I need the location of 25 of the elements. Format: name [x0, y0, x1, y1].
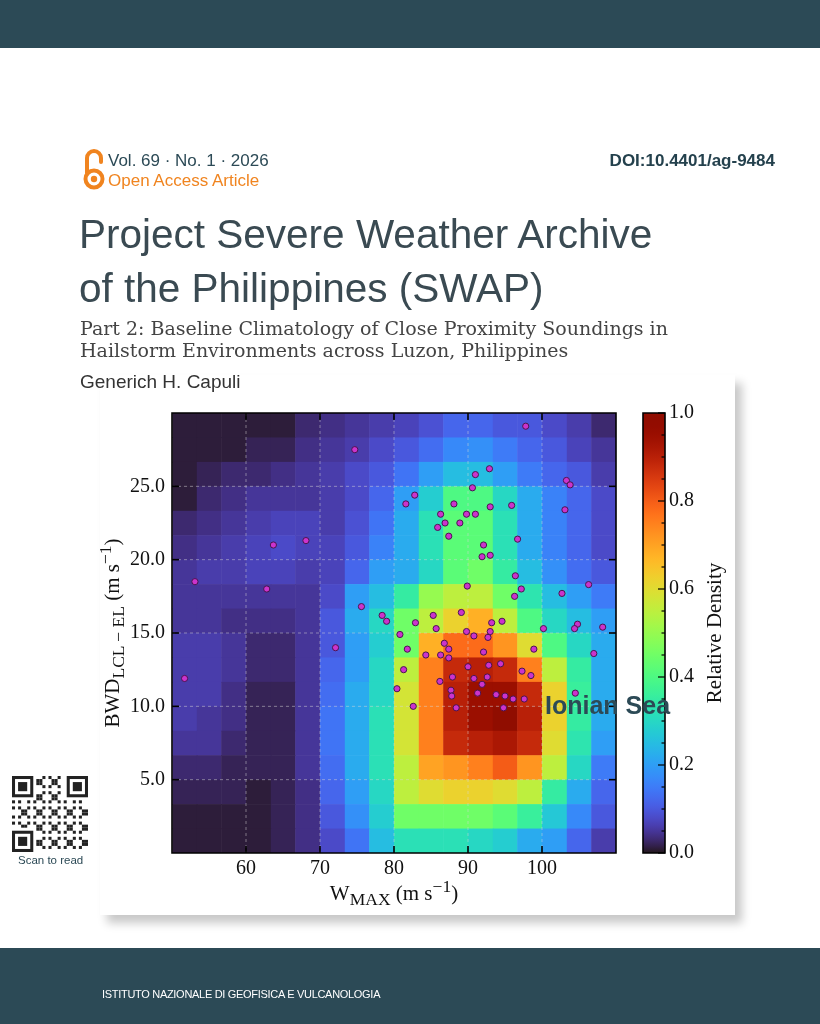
text: Scan to read	[18, 854, 84, 866]
text: Vol. 69 · No. 1 · 2026	[108, 151, 269, 171]
y-tick-label: 25.0	[130, 473, 165, 496]
text: Open Access Article	[108, 171, 260, 191]
text: ISTITUTO NAZIONALE DI GEOFISICA E VULCANOLOGIA	[102, 988, 381, 1000]
color-bar-label: 0.2	[669, 752, 694, 775]
color-bar-label: 0.6	[669, 576, 694, 599]
color-bar-label: 1.0	[669, 400, 694, 423]
x-tick-label: 100	[527, 856, 557, 879]
text: DOI:10.4401/ag-9484	[609, 151, 775, 171]
x-tick-label: 60	[236, 856, 256, 879]
chart-subtitle: Part 2: Baseline Climatology of Close Proximity Soundings in Hailstorm Environments across Luzon, Philippines	[80, 317, 669, 361]
y-tick-label: 10.0	[130, 693, 165, 716]
chart-title: Project Severe Weather Archive of the Philippines (SWAP)	[79, 210, 654, 313]
x-tick-label: 90	[458, 856, 478, 879]
annotation: Ionian Sea	[545, 691, 671, 720]
x-tick-label: 70	[310, 856, 330, 879]
color-bar-label: 0.8	[669, 488, 694, 511]
color-bar-label: 0.0	[669, 840, 694, 863]
color-bar-title: Relative Density	[701, 562, 727, 704]
text: Generich H. Capuli	[80, 371, 241, 393]
y-tick-label: 15.0	[130, 620, 165, 643]
y-tick-label: 5.0	[140, 766, 165, 789]
color-bar-label: 0.4	[669, 664, 694, 687]
y-tick-label: 20.0	[130, 546, 165, 569]
